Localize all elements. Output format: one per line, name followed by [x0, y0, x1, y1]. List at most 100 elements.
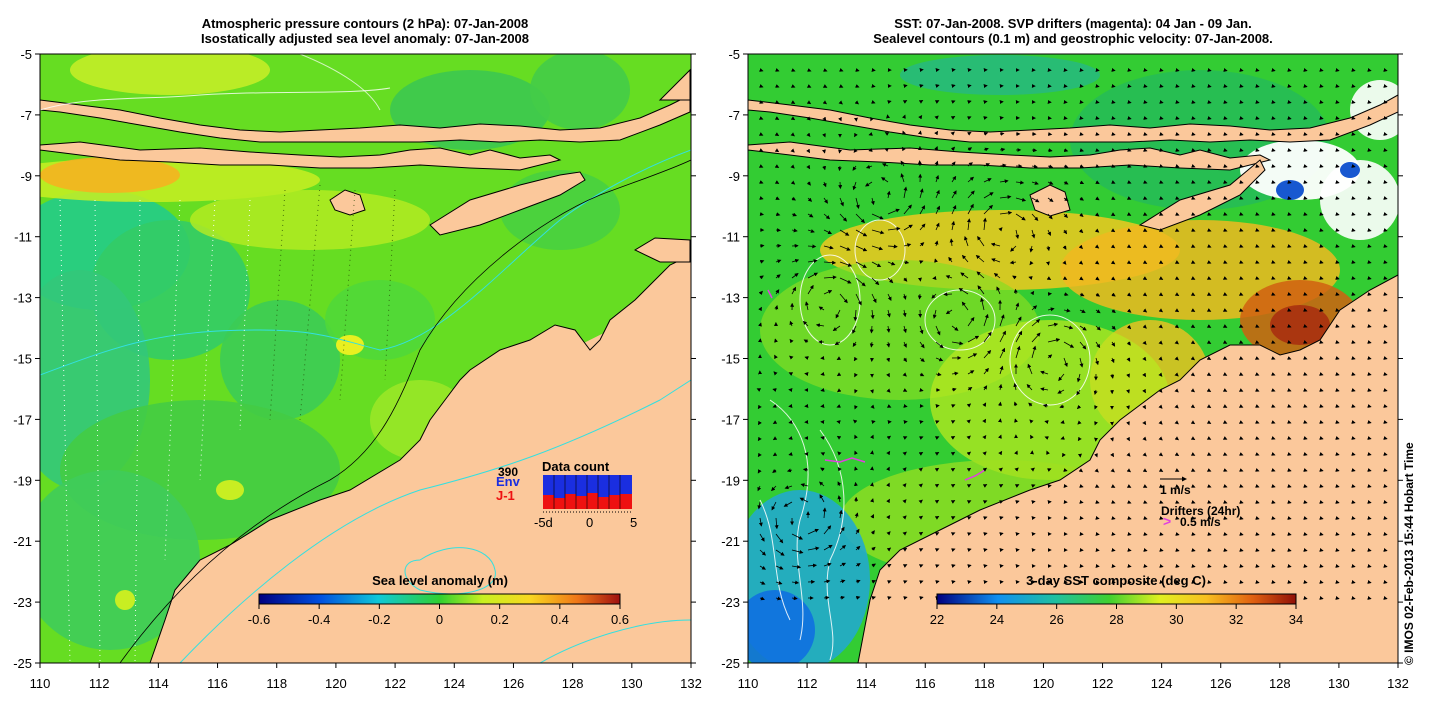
velocity-arrow — [1319, 276, 1324, 280]
velocity-arrow — [1191, 164, 1196, 168]
sst-lon-label: 128 — [1269, 676, 1291, 691]
velocity-arrow — [1239, 132, 1244, 136]
velocity-arrow — [1174, 388, 1179, 393]
velocity-arrow — [1191, 100, 1196, 104]
velocity-arrow — [1111, 309, 1116, 314]
velocity-arrow — [1383, 276, 1388, 280]
velocity-arrow — [807, 244, 817, 249]
velocity-arrow — [791, 196, 796, 201]
velocity-arrow — [774, 132, 780, 137]
velocity-arrow — [983, 131, 989, 136]
velocity-arrow — [1190, 404, 1196, 409]
velocity-arrow — [903, 84, 908, 89]
velocity-arrow — [1191, 228, 1196, 232]
velocity-arrow — [1351, 404, 1356, 408]
velocity-arrow — [790, 100, 796, 104]
sla-lat-label: -19 — [13, 473, 32, 488]
velocity-arrow — [1111, 132, 1116, 136]
velocity-arrow — [1254, 372, 1260, 376]
velocity-arrow — [807, 229, 815, 233]
velocity-arrow — [1255, 292, 1260, 296]
velocity-arrow — [852, 165, 857, 171]
sst-lat-label: -21 — [721, 534, 740, 549]
velocity-arrow — [1287, 100, 1292, 104]
velocity-arrow — [820, 371, 825, 376]
velocity-arrow — [1063, 292, 1069, 297]
velocity-arrow — [950, 435, 956, 440]
velocity-arrow — [1126, 468, 1132, 473]
velocity-arrow — [1238, 388, 1244, 392]
velocity-arrow — [1383, 116, 1388, 120]
velocity-arrow — [822, 84, 828, 88]
velocity-arrow — [774, 100, 780, 104]
velocity-arrow — [1239, 196, 1244, 200]
velocity-arrow — [1351, 468, 1356, 472]
velocity-arrow — [1206, 324, 1212, 328]
velocity-arrow — [1319, 308, 1324, 312]
velocity-arrow — [1027, 363, 1033, 375]
velocity-arrow — [1255, 228, 1260, 232]
velocity-arrow — [999, 131, 1005, 136]
sst-lat-label: -15 — [721, 352, 740, 367]
velocity-arrow — [1095, 99, 1100, 104]
velocity-arrow — [1014, 467, 1019, 472]
sst-map[interactable] — [730, 54, 1410, 670]
velocity-arrow — [1095, 148, 1100, 152]
velocity-arrow — [1079, 132, 1084, 136]
velocity-arrow — [1174, 276, 1180, 280]
velocity-arrow — [791, 273, 799, 279]
velocity-arrow — [967, 84, 972, 89]
velocity-arrow — [759, 275, 764, 280]
velocity-arrow — [1047, 213, 1053, 220]
velocity-arrow — [1190, 324, 1196, 329]
velocity-arrow — [1175, 196, 1180, 200]
velocity-arrow — [967, 162, 973, 167]
velocity-arrow — [1303, 100, 1308, 104]
velocity-arrow — [774, 180, 780, 184]
velocity-arrow — [1271, 420, 1276, 424]
velocity-arrow — [1351, 260, 1356, 264]
velocity-arrow — [967, 335, 980, 343]
velocity-arrow — [919, 388, 924, 392]
velocity-arrow — [887, 244, 898, 249]
velocity-arrow — [1271, 468, 1276, 472]
velocity-arrow — [999, 347, 1006, 359]
velocity-arrow — [1159, 132, 1164, 136]
velocity-arrow — [990, 242, 1001, 247]
velocity-arrow — [1319, 84, 1324, 88]
velocity-arrow — [1015, 345, 1021, 359]
velocity-arrow — [1255, 116, 1260, 120]
velocity-arrow — [1126, 341, 1131, 346]
velocity-arrow — [1127, 100, 1132, 104]
velocity-arrow — [1159, 180, 1164, 184]
sla-map[interactable]: Data count 390 Env J-1 -5d 0 5 — [0, 45, 691, 663]
velocity-arrow — [934, 115, 939, 120]
velocity-arrow — [918, 99, 924, 104]
velocity-arrow — [1010, 245, 1017, 252]
velocity-arrow — [1238, 356, 1244, 360]
velocity-arrow — [1383, 340, 1388, 344]
velocity-arrow — [1383, 420, 1388, 424]
velocity-arrow — [1239, 276, 1244, 280]
velocity-arrow — [1158, 436, 1163, 441]
sst-lon-label: 124 — [1151, 676, 1173, 691]
velocity-arrow — [1191, 148, 1196, 152]
sla-colorbar-tick-label: 0 — [436, 612, 443, 627]
velocity-arrow — [1174, 436, 1180, 441]
velocity-arrow — [1351, 100, 1356, 104]
velocity-arrow — [1238, 324, 1244, 328]
velocity-arrow — [977, 236, 985, 247]
velocity-arrow — [1383, 324, 1388, 328]
velocity-arrow — [917, 293, 922, 300]
velocity-arrow — [977, 285, 985, 295]
velocity-arrow — [982, 434, 987, 440]
velocity-arrow — [852, 325, 857, 334]
velocity-arrow — [1206, 356, 1212, 361]
velocity-arrow — [1078, 468, 1084, 473]
velocity-arrow — [1206, 308, 1212, 312]
velocity-arrow — [836, 435, 842, 440]
velocity-arrow — [1303, 228, 1308, 232]
velocity-arrow — [1031, 229, 1036, 239]
velocity-arrow — [756, 388, 762, 392]
velocity-arrow — [870, 404, 875, 409]
